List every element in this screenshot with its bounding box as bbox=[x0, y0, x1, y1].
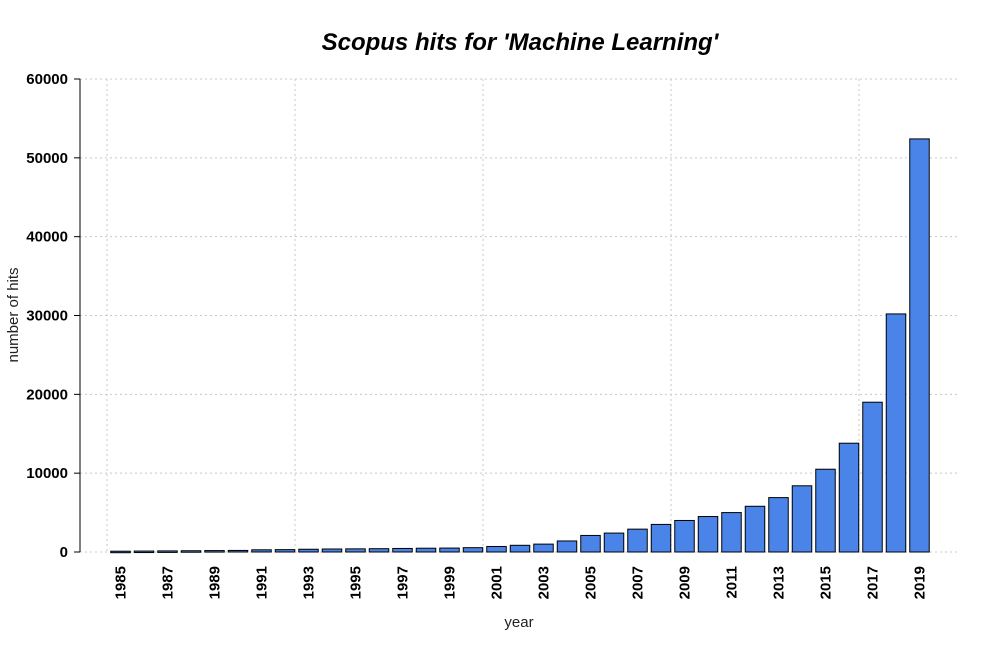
x-tick-label: 1993 bbox=[301, 566, 318, 599]
x-tick-label: 1999 bbox=[442, 566, 459, 599]
bar-2005 bbox=[580, 534, 601, 553]
chart-title: Scopus hits for 'Machine Learning' bbox=[322, 29, 720, 56]
bar-1985 bbox=[110, 550, 131, 554]
bar-1989 bbox=[204, 550, 225, 553]
x-tick-label: 1989 bbox=[207, 566, 224, 599]
bar-1995 bbox=[345, 548, 366, 553]
y-tick-label: 60000 bbox=[26, 71, 68, 88]
x-tick-label: 2013 bbox=[771, 566, 788, 599]
x-tick-label: 1995 bbox=[348, 566, 365, 599]
bar-2019 bbox=[909, 138, 930, 553]
bar-2014 bbox=[791, 485, 813, 553]
bar-2018 bbox=[885, 313, 907, 553]
y-axis-ticks: 0 10000 20000 30000 40000 50000 60000 bbox=[26, 71, 80, 561]
bar-2003 bbox=[533, 543, 554, 553]
x-tick-label: 1987 bbox=[160, 566, 177, 599]
bar-1998 bbox=[415, 547, 437, 553]
x-tick-label: 2015 bbox=[818, 566, 835, 599]
x-tick-label: 1991 bbox=[254, 566, 271, 599]
bar-2009 bbox=[674, 519, 695, 553]
y-tick-label: 30000 bbox=[26, 308, 68, 325]
x-tick-label: 1997 bbox=[395, 566, 412, 599]
x-tick-label: 2011 bbox=[724, 566, 741, 599]
bar-2007 bbox=[627, 528, 648, 553]
x-axis-ticks: 1985 1987 1989 1991 1993 1995 1997 1999 2001 2003… bbox=[113, 566, 929, 599]
x-tick-label: 2001 bbox=[489, 566, 506, 599]
bar-2011 bbox=[721, 512, 742, 553]
y-tick-label: 20000 bbox=[26, 386, 68, 403]
x-tick-label: 2019 bbox=[912, 566, 929, 599]
y-tick-label: 50000 bbox=[26, 150, 68, 167]
y-axis-label: number of hits bbox=[5, 267, 22, 362]
bar-2002 bbox=[509, 544, 531, 553]
bar-1999 bbox=[439, 547, 460, 553]
y-tick-label: 0 bbox=[60, 544, 68, 561]
bar-1990 bbox=[227, 549, 249, 553]
bars bbox=[110, 138, 930, 554]
x-tick-label: 1985 bbox=[113, 566, 130, 599]
bar-1994 bbox=[321, 548, 343, 553]
bar-2012 bbox=[744, 505, 766, 553]
bar-1987 bbox=[157, 550, 178, 553]
x-axis-label: year bbox=[504, 614, 533, 631]
x-tick-label: 2017 bbox=[865, 566, 882, 599]
bar-2015 bbox=[815, 468, 836, 553]
bar-1997 bbox=[392, 547, 413, 553]
bar-2013 bbox=[768, 497, 789, 553]
bar-2004 bbox=[556, 540, 578, 553]
x-tick-label: 2005 bbox=[583, 566, 600, 599]
bar-2000 bbox=[462, 547, 484, 553]
bar-1992 bbox=[274, 549, 296, 553]
bar-2008 bbox=[650, 523, 672, 553]
x-tick-label: 2007 bbox=[630, 566, 647, 599]
grid bbox=[80, 78, 960, 553]
bar-2006 bbox=[603, 532, 625, 553]
bar-1986 bbox=[133, 550, 155, 554]
bar-1996 bbox=[368, 548, 390, 553]
bar-1993 bbox=[298, 548, 319, 553]
bar-2016 bbox=[838, 442, 860, 553]
bar-2017 bbox=[862, 401, 883, 553]
x-tick-label: 2009 bbox=[677, 566, 694, 599]
bar-2010 bbox=[697, 516, 719, 553]
bar-2001 bbox=[486, 545, 507, 553]
y-tick-label: 40000 bbox=[26, 229, 68, 246]
bar-1991 bbox=[251, 549, 272, 553]
y-tick-label: 10000 bbox=[26, 465, 68, 482]
bar-1988 bbox=[180, 550, 202, 553]
x-tick-label: 2003 bbox=[536, 566, 553, 599]
